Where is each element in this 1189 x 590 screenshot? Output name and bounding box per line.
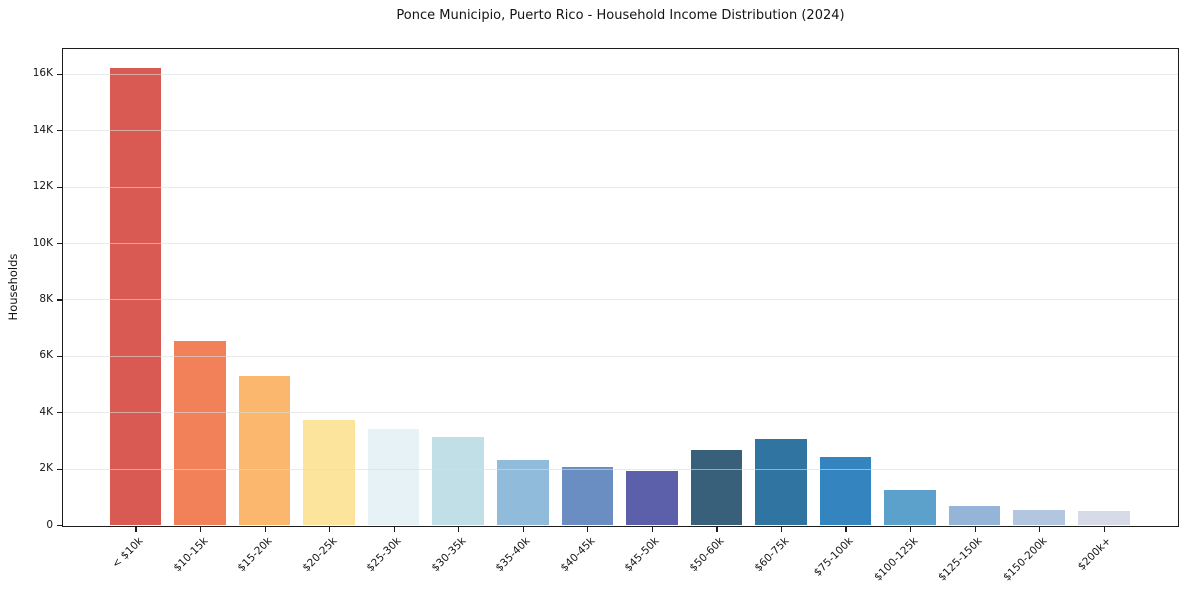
x-tick-mark [716,527,718,532]
x-tick-mark [135,527,137,532]
y-tick-label: 4K [39,405,53,418]
x-tick-mark [651,527,653,532]
gridline [63,130,1178,132]
y-tick-mark [56,525,62,527]
x-tick-mark [264,527,266,532]
y-tick-label: 8K [39,292,53,305]
y-tick-label: 0 [46,518,53,531]
gridline [63,73,1178,75]
x-tick-mark [910,527,912,532]
bar [884,490,936,525]
y-tick-mark [56,355,62,357]
plot-area [62,48,1179,527]
bar [948,506,1001,525]
gridline [63,355,1178,357]
bar [238,376,291,525]
x-tick-mark [780,527,783,532]
bar [174,341,226,525]
y-tick-mark [56,186,62,188]
y-tick-mark [56,412,62,414]
bar [626,471,678,525]
y-tick-label: 16K [32,67,53,80]
y-tick-label: 6K [39,349,53,362]
bar [1077,510,1130,525]
x-tick-mark [393,527,395,532]
gridline [63,412,1178,414]
bar [303,419,355,525]
y-tick-mark [56,130,62,132]
bar [755,439,807,525]
x-tick-mark [587,527,589,532]
x-tick-mark [329,527,331,532]
x-tick-mark [1103,527,1105,532]
y-tick-label: 10K [32,236,53,249]
gridline [63,186,1178,188]
y-tick-label: 2K [39,462,53,475]
bar [1013,510,1065,525]
gridline [63,299,1178,301]
y-tick-mark [56,299,62,301]
x-tick-mark [522,527,524,532]
bar [561,466,614,525]
bar [109,68,162,525]
x-tick-mark [974,527,976,532]
y-tick-label: 14K [32,123,53,136]
plot-canvas [63,49,1178,526]
y-tick-mark [56,468,62,470]
x-tick-label: < $10k [109,535,146,571]
y-tick-label: 12K [32,180,53,193]
bar [497,460,549,525]
bar [690,450,743,525]
y-tick-mark [56,73,62,75]
x-tick-mark [199,527,202,532]
chart-title: Ponce Municipio, Puerto Rico - Household… [396,8,845,23]
x-tick-mark [845,527,847,532]
bar [432,436,485,525]
y-tick-mark [56,243,62,245]
gridline [63,468,1178,470]
bar [819,457,872,525]
bar [367,428,420,525]
x-tick-mark [458,527,460,532]
x-tick-mark [1039,527,1041,532]
gridline [63,243,1178,244]
